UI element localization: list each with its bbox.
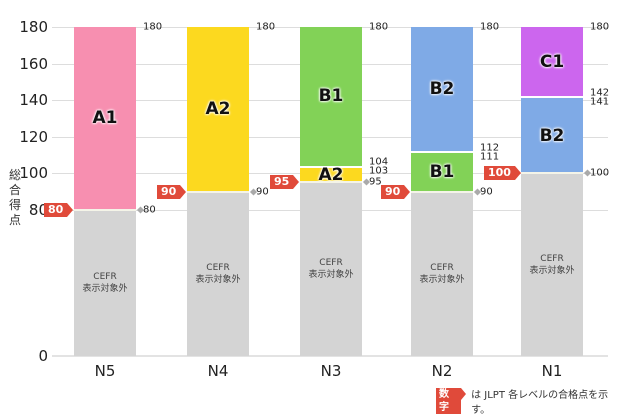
segment-separator	[74, 208, 136, 211]
score-boundary-label: 90	[480, 186, 493, 197]
bar-segment-none: CEFR 表示対象外	[411, 191, 473, 356]
segment-separator	[187, 190, 249, 193]
score-boundary-label: 180	[143, 21, 163, 33]
bar-segment-none: CEFR 表示対象外	[187, 191, 249, 356]
bar-segment-c1: C1	[521, 27, 583, 97]
y-tick-label: 160	[19, 54, 48, 73]
cefr-level-label: B2	[539, 125, 565, 146]
y-tick-label: 180	[19, 18, 48, 36]
segment-separator	[411, 190, 473, 193]
pass-score-badge: 90	[381, 184, 411, 199]
cefr-na-label: 表示対象外	[195, 274, 241, 285]
score-boundary-label: 180	[590, 21, 610, 33]
x-tick-label: N4	[207, 362, 229, 380]
score-boundary-label: 180	[369, 21, 389, 33]
bar-segment-b1: B1	[411, 153, 473, 192]
y-tick-label: 80	[28, 200, 48, 219]
pass-score-badge: 80	[44, 202, 74, 217]
segment-separator	[300, 181, 362, 184]
cefr-na-label: CEFR	[93, 271, 117, 282]
bar-segment-none: CEFR 表示対象外	[521, 173, 583, 356]
y-tick-label: 140	[19, 91, 48, 110]
score-boundary-label: 180	[256, 21, 276, 33]
bar-segment-a1: A1	[74, 27, 136, 210]
bar-segment-a2: A2	[187, 27, 249, 192]
cefr-na-label: CEFR	[319, 258, 343, 269]
cefr-na-label: 表示対象外	[529, 265, 575, 276]
score-boundary-label: 90	[256, 186, 269, 197]
cefr-level-label: A2	[205, 99, 231, 120]
y-axis-label: 総合得点	[8, 168, 21, 227]
bar-segment-none: CEFR 表示対象外	[300, 182, 362, 356]
score-boundary-label: 104	[369, 156, 389, 168]
cefr-na-label: CEFR	[430, 262, 454, 273]
score-boundary-label: 111	[480, 151, 500, 163]
cefr-na-label: 表示対象外	[419, 274, 465, 285]
y-tick-label: 0	[38, 347, 48, 365]
cefr-level-label: A2	[318, 165, 344, 186]
x-tick-label: N5	[94, 362, 116, 380]
x-tick-label: N2	[431, 362, 453, 380]
cefr-na-label: CEFR	[540, 253, 564, 264]
score-boundary-label: 112	[480, 142, 500, 154]
cefr-level-label: B1	[318, 86, 344, 107]
score-boundary-label: 142	[590, 87, 610, 99]
score-boundary-label: 180	[480, 21, 500, 33]
cefr-level-label: C1	[539, 51, 565, 72]
score-boundary-label: 80	[143, 204, 156, 216]
legend-note: 数字 は JLPT 各レベルの合格点を示す。	[436, 386, 620, 416]
cefr-na-label: CEFR	[206, 262, 230, 273]
pass-score-badge: 95	[270, 175, 300, 190]
pass-score-badge: 90	[157, 184, 187, 199]
cefr-level-label: B1	[429, 162, 455, 183]
score-boundary-label: 103	[369, 165, 389, 177]
cefr-na-label: 表示対象外	[308, 270, 354, 281]
cefr-level-label: A1	[92, 108, 118, 129]
score-boundary-label: 95	[369, 176, 382, 188]
bar-segment-b1: B1	[300, 27, 362, 166]
x-axis-line	[52, 355, 608, 357]
score-boundary-label: 100	[590, 167, 610, 179]
bar-segment-a2: A2	[300, 165, 362, 186]
x-tick-label: N3	[320, 362, 342, 380]
cefr-na-label: 表示対象外	[82, 283, 128, 294]
legend-note-text: は JLPT 各レベルの合格点を示す。	[471, 390, 609, 416]
y-tick-label: 120	[19, 127, 48, 146]
bar-segment-b2: B2	[411, 27, 473, 152]
y-tick-label: 100	[19, 164, 48, 183]
score-boundary-label: 141	[590, 96, 610, 108]
pass-score-badge-sample: 数字	[436, 388, 467, 414]
bar-segment-b2: B2	[521, 98, 583, 174]
cefr-level-label: B2	[429, 79, 455, 100]
x-tick-label: N1	[541, 362, 563, 380]
pass-score-badge: 100	[484, 166, 521, 181]
segment-separator	[521, 172, 583, 175]
bar-segment-none: CEFR 表示対象外	[74, 209, 136, 356]
